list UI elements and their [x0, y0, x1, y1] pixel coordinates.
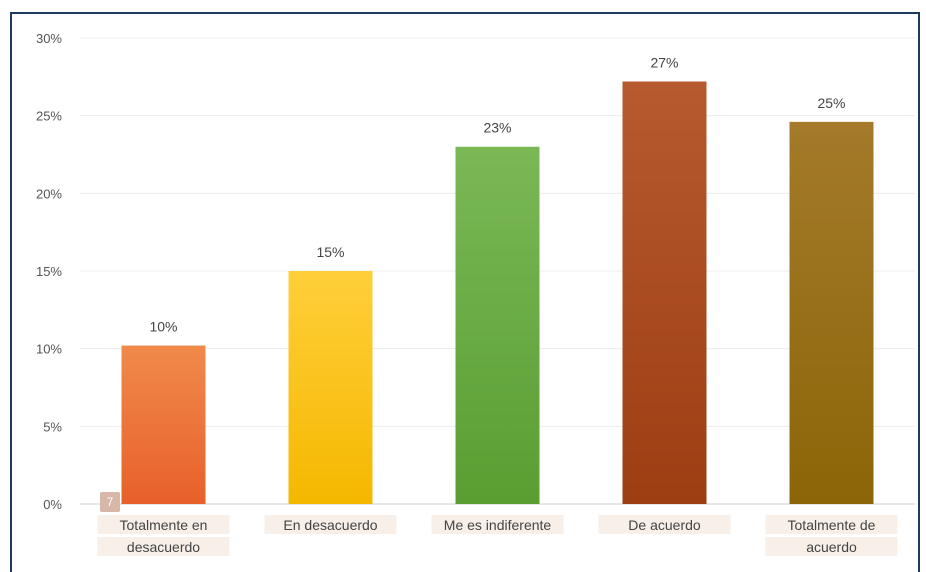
category-label-background	[765, 537, 898, 556]
y-tick-label: 30%	[36, 31, 62, 46]
y-tick-label: 20%	[36, 186, 62, 201]
category-label-background	[765, 515, 898, 534]
category-label: En desacuerdo	[283, 517, 377, 533]
bar	[288, 271, 373, 504]
data-label: 27%	[650, 54, 678, 70]
y-tick-label: 0%	[43, 497, 62, 512]
y-tick-label: 5%	[43, 419, 62, 434]
y-tick-label: 10%	[36, 342, 62, 357]
category-label-background	[431, 515, 564, 534]
category-label: acuerdo	[806, 539, 857, 555]
category-label-background	[598, 515, 731, 534]
bar	[789, 121, 874, 504]
bar	[121, 345, 206, 504]
category-label: Totalmente de	[788, 517, 876, 533]
category-label-background	[97, 515, 230, 534]
category-label-background	[264, 515, 397, 534]
bar	[455, 146, 540, 504]
y-tick-label: 15%	[36, 264, 62, 279]
data-label: 23%	[483, 120, 511, 136]
category-label: desacuerdo	[127, 539, 200, 555]
data-label: 25%	[817, 95, 845, 111]
category-label: De acuerdo	[628, 517, 701, 533]
category-label-background	[97, 537, 230, 556]
data-label: 15%	[316, 244, 344, 260]
category-label: Me es indiferente	[444, 517, 552, 533]
y-tick-label: 25%	[36, 109, 62, 124]
data-label: 10%	[149, 319, 177, 335]
corner-badge: 7	[100, 492, 120, 512]
bar	[622, 81, 707, 504]
category-label: Totalmente en	[120, 517, 208, 533]
